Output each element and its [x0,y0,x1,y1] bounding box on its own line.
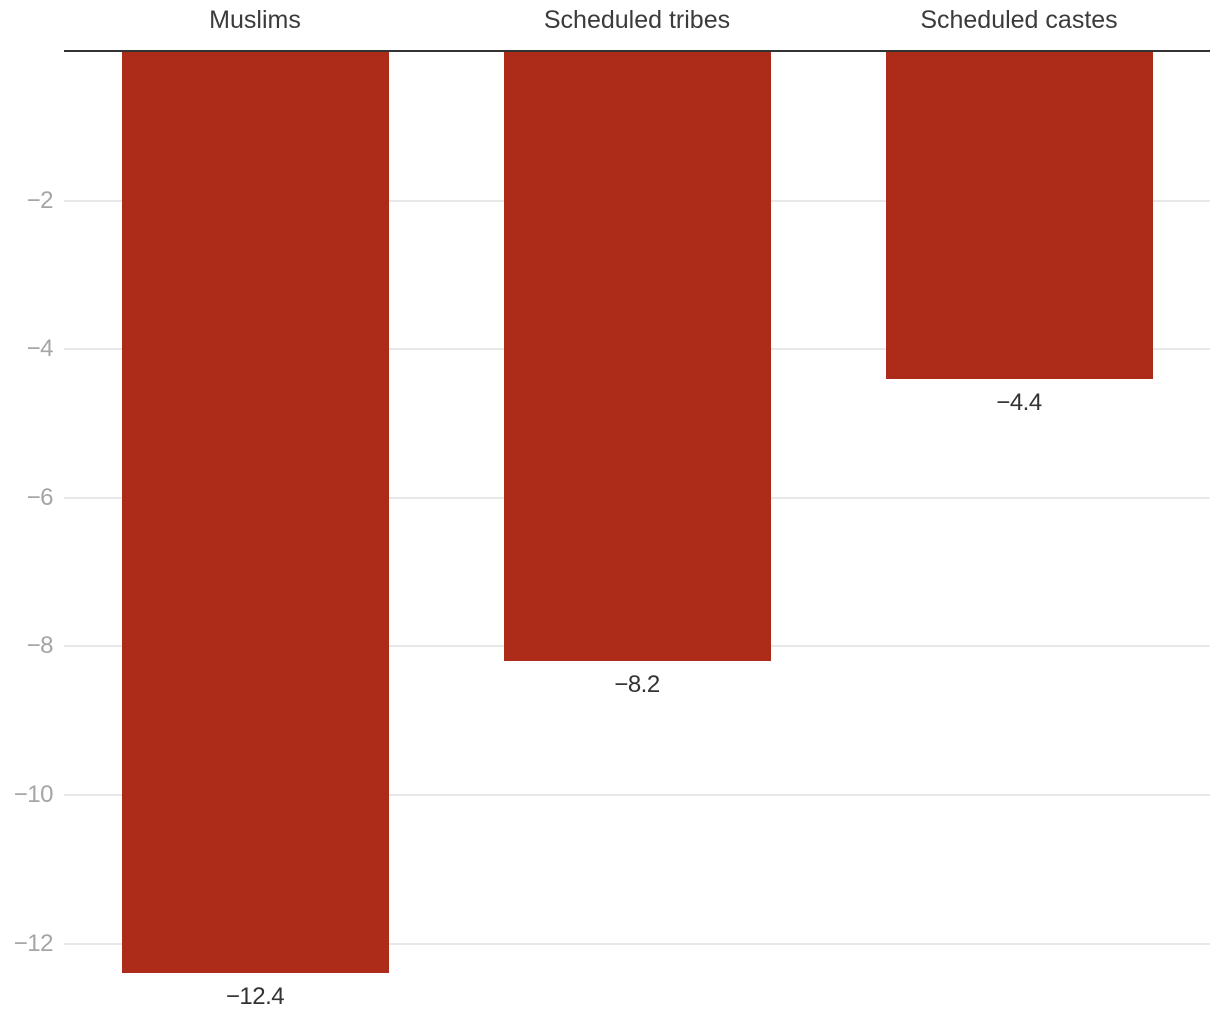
category-label-muslims: Muslims [209,6,301,34]
y-tick-label: −8 [26,632,54,660]
bar-scheduled-castes [885,52,1153,379]
bar-muslims [121,52,389,974]
category-label-scheduled-castes: Scheduled castes [920,6,1118,34]
y-tick-label: −10 [13,781,54,808]
y-tick-label: −2 [26,186,54,214]
y-tick-label: −4 [26,335,54,363]
y-tick-label: −6 [26,483,54,511]
bar-value-label-scheduled-tribes: −8.2 [614,671,660,699]
gridline [64,794,1210,796]
y-tick-label: −12 [13,929,54,957]
bar-value-label-scheduled-castes: −4.4 [996,388,1042,416]
gridline [64,942,1210,945]
axis-baseline [64,50,1210,52]
category-label-scheduled-tribes: Scheduled tribes [543,6,731,34]
bar-value-label-muslims: −12.4 [225,983,285,1011]
bar-scheduled-tribes [503,52,771,662]
